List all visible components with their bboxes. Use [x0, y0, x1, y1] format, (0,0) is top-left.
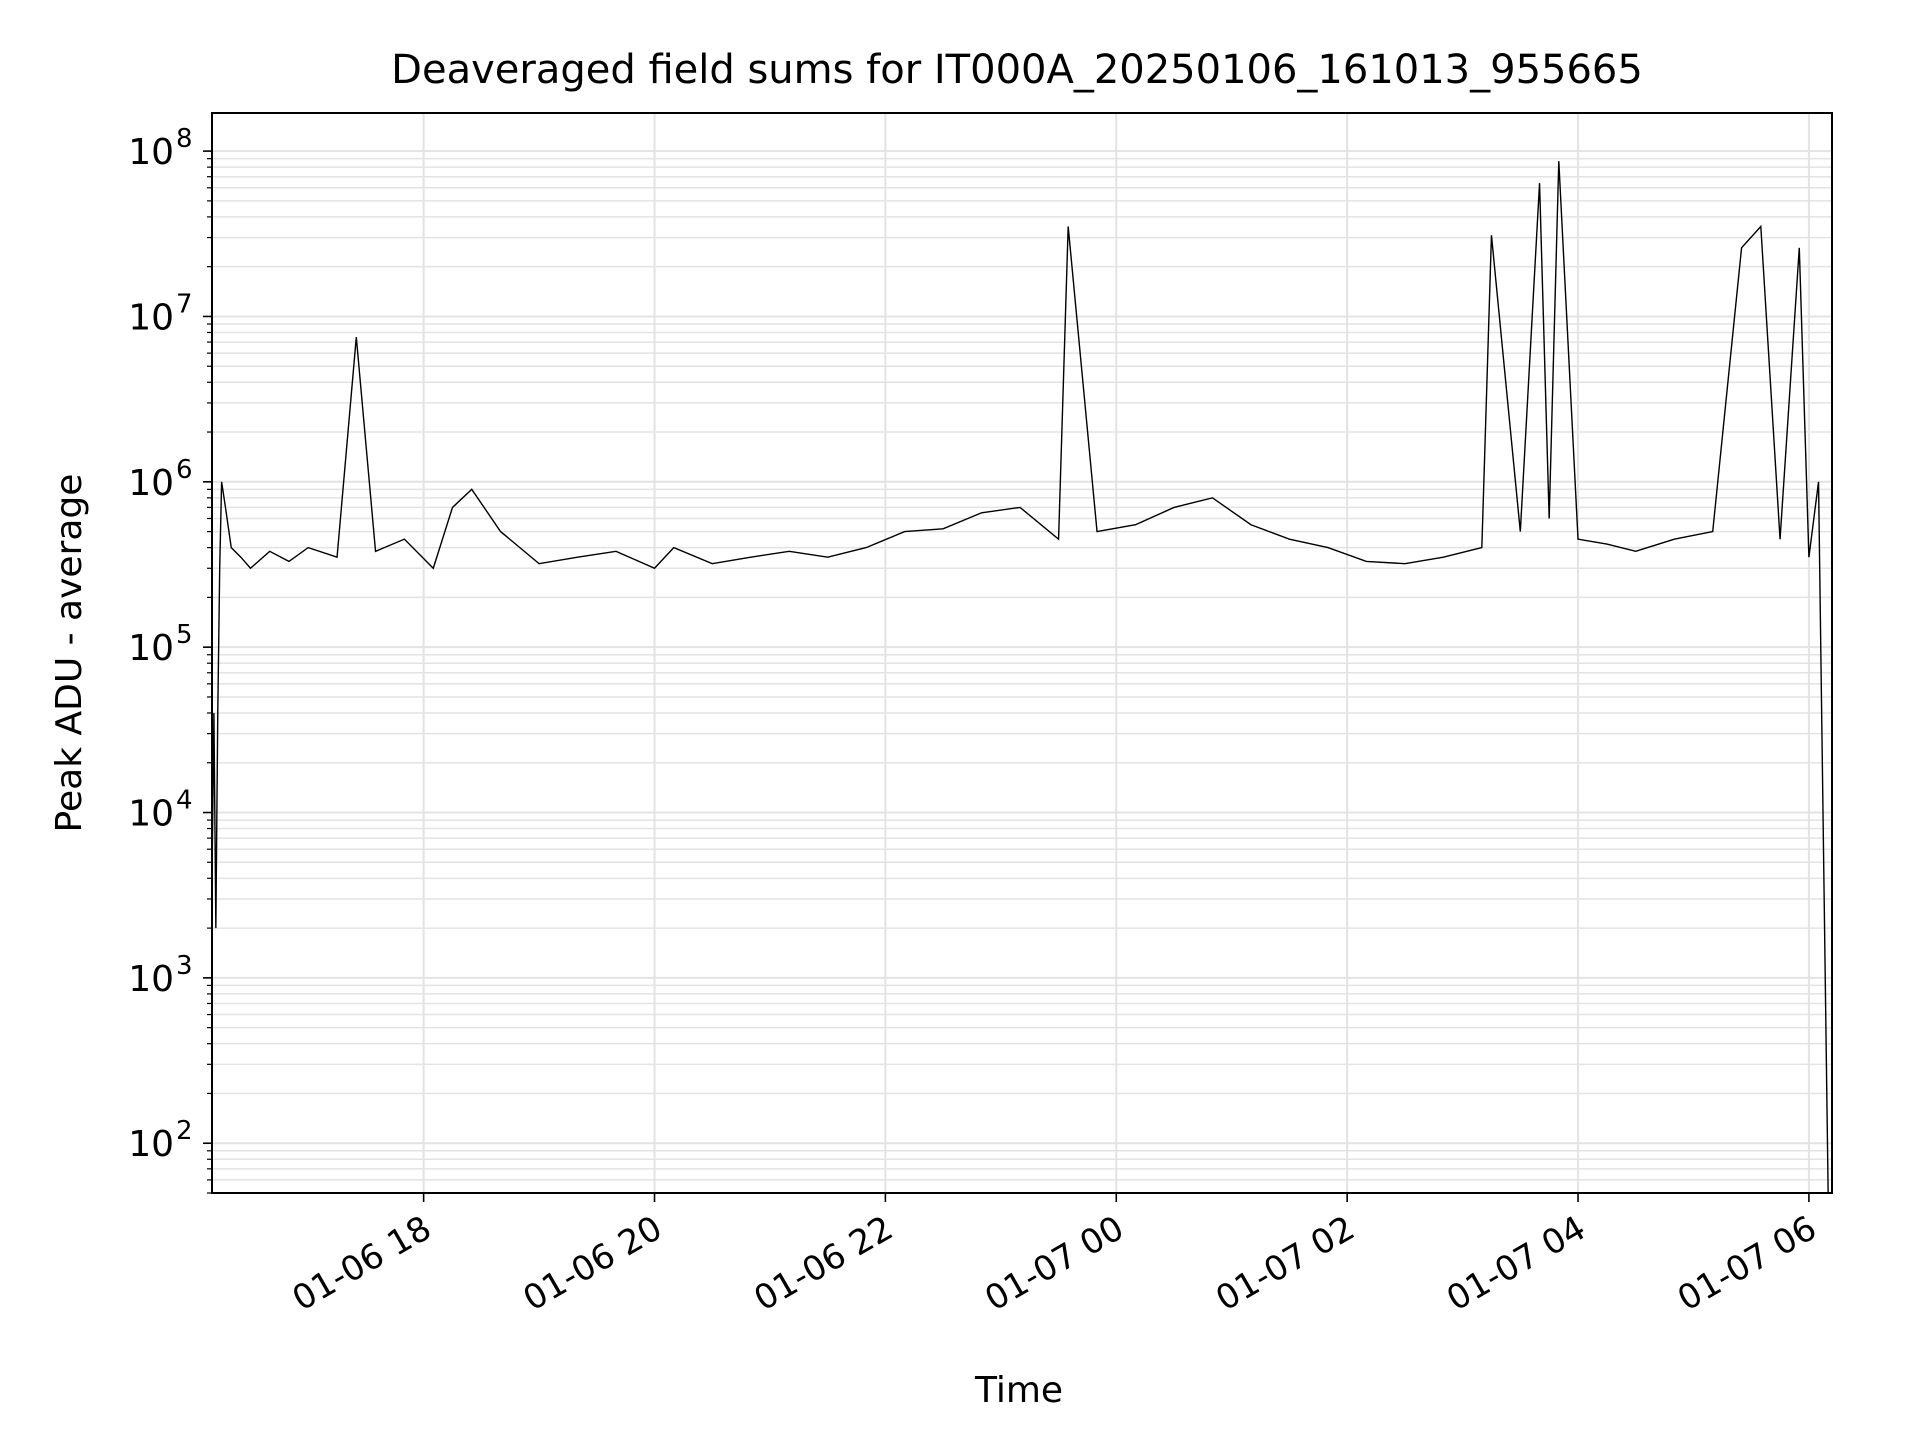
y-tick-label: 10 [128, 959, 174, 1000]
y-tick-label: 10 [128, 132, 174, 173]
y-tick-exponent: 2 [176, 1116, 193, 1146]
plot-frame [211, 112, 1833, 1194]
y-tick-label: 10 [128, 1124, 174, 1165]
x-axis-label: Time [974, 1370, 1063, 1411]
y-tick-exponent: 3 [176, 951, 193, 981]
y-tick-exponent: 7 [176, 289, 193, 319]
y-tick-label: 10 [128, 297, 174, 338]
y-axis-label: Peak ADU - average [49, 474, 90, 833]
y-tick-exponent: 6 [176, 455, 193, 485]
y-tick-exponent: 4 [176, 786, 193, 816]
y-tick-exponent: 5 [176, 620, 193, 650]
y-tick-label: 10 [128, 794, 174, 835]
y-tick-label: 10 [128, 628, 174, 669]
plot-area [211, 161, 1829, 1194]
y-tick-exponent: 8 [176, 124, 193, 154]
series-line [211, 161, 1829, 1194]
chart-title: Deaveraged field sums for IT000A_2025010… [391, 47, 1643, 93]
y-tick-label: 10 [128, 463, 174, 504]
